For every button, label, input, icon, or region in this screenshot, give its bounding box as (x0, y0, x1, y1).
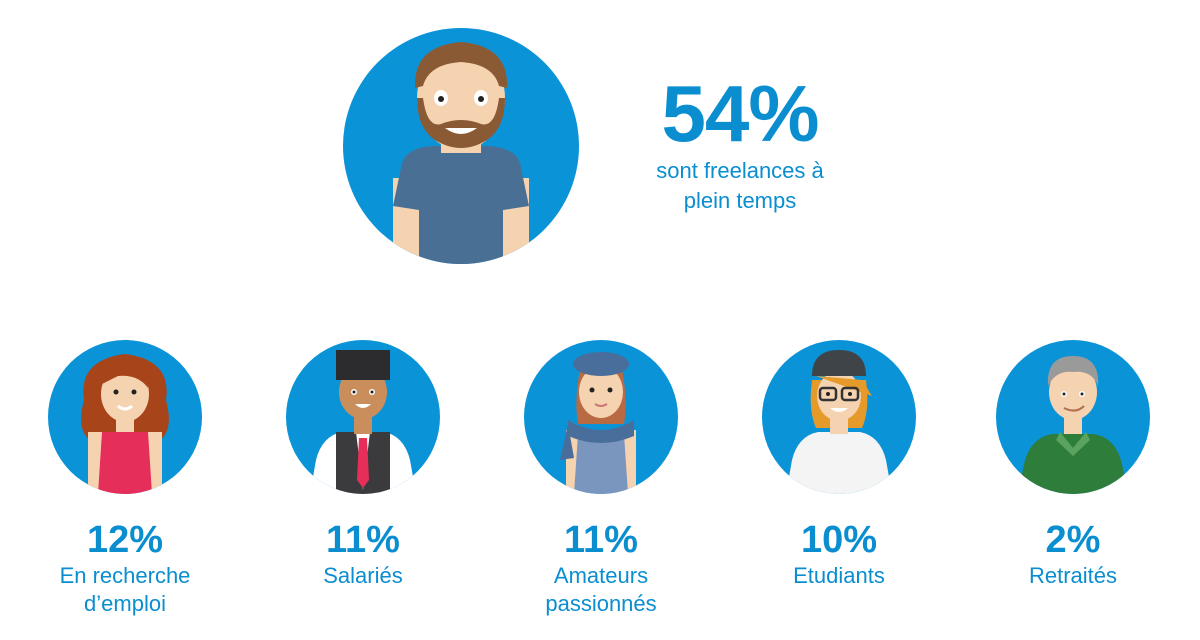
businessman-tie-avatar (286, 340, 440, 494)
category-label-line1: Retraités (1028, 563, 1118, 588)
category-percent: 11% (326, 519, 400, 561)
category-label-line1: Salariés (323, 563, 403, 588)
hero-percent: 54% (661, 69, 819, 158)
category-stat: 12% En recherche d’emploi (15, 518, 235, 618)
category-label-line2: d’emploi (84, 591, 166, 616)
category-percent: 2% (1045, 519, 1101, 561)
hero-label-line1: sont freelances à (656, 158, 824, 183)
category-stat: 11% Amateurs passionnés (491, 518, 711, 618)
category-label-line1: Amateurs (553, 563, 649, 588)
red-haired-woman-avatar (48, 340, 202, 494)
category-stat: 10% Etudiants (729, 518, 949, 590)
grey-haired-retiree-avatar (996, 340, 1150, 494)
hero-label-line2: plein temps (683, 188, 797, 213)
category-stat: 2% Retraités (963, 518, 1183, 590)
category-label-line1: Etudiants (793, 563, 885, 588)
bearded-man-avatar (343, 28, 579, 264)
student-beanie-glasses-avatar (762, 340, 916, 494)
category-label-line2: passionnés (545, 591, 657, 616)
category-stat: 11% Salariés (253, 518, 473, 590)
category-percent: 10% (800, 519, 878, 561)
woman-beret-scarf-avatar (524, 340, 678, 494)
category-label-line1: En recherche (59, 563, 191, 588)
category-percent: 12% (86, 519, 164, 561)
hero-stat: 54% sont freelances à plein temps (630, 72, 850, 216)
category-percent: 11% (564, 519, 638, 561)
